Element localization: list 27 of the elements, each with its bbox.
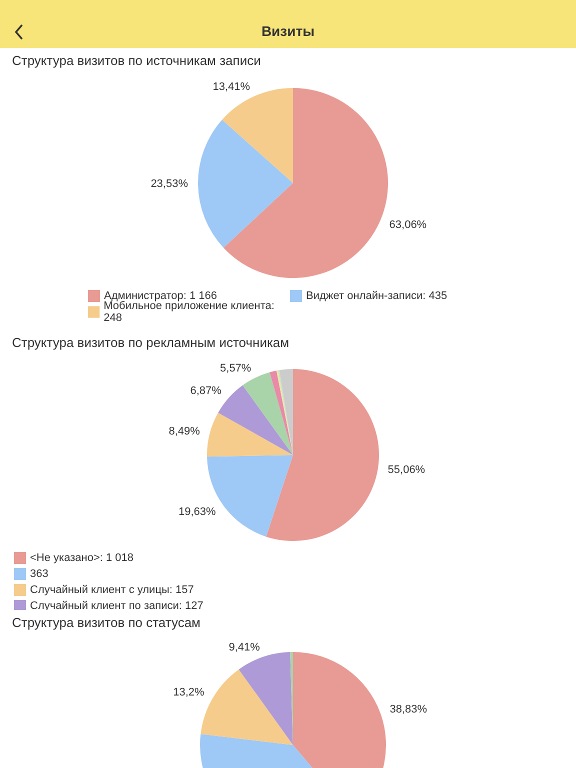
data-label: 23,53% bbox=[150, 178, 188, 190]
data-label: 5,57% bbox=[220, 362, 252, 375]
data-label: 9,41% bbox=[228, 641, 260, 654]
legend-label: Случайный клиент по записи: 127 bbox=[30, 600, 204, 612]
data-label: 55,06% bbox=[388, 464, 426, 476]
data-label: 19,63% bbox=[178, 506, 216, 518]
data-label: 38,83% bbox=[390, 704, 428, 716]
pie-slice bbox=[207, 412, 293, 457]
pie-slice bbox=[242, 372, 293, 455]
data-label: 63,06% bbox=[389, 218, 427, 231]
data-label: 8,49% bbox=[168, 426, 200, 438]
legend-label: <Не указано>: 1 018 bbox=[30, 552, 134, 564]
data-label: 13,2% bbox=[173, 686, 205, 699]
legend-label: Мобильное приложение клиента: 248 bbox=[104, 300, 276, 324]
text: Визиты bbox=[260, 23, 316, 39]
chart-title: Структура визитов по рекламным источникам bbox=[12, 335, 290, 350]
chart-title: Структура визитов по источникам записи bbox=[12, 53, 261, 68]
legend-label: Администратор: 1 166 bbox=[104, 290, 218, 302]
legend-label: Виджет онлайн-записи: 435 bbox=[306, 290, 448, 302]
chart-title: Структура визитов по статусам bbox=[12, 615, 200, 630]
data-label: 6,87% bbox=[190, 384, 222, 397]
data-label: 13,41% bbox=[212, 81, 250, 94]
pie-slice bbox=[198, 120, 293, 248]
pie-slice bbox=[270, 370, 293, 455]
pie-slice bbox=[266, 369, 379, 541]
legend-label: 363 bbox=[30, 568, 48, 580]
legend-label: Случайный клиент с улицы: 157 bbox=[30, 584, 194, 596]
